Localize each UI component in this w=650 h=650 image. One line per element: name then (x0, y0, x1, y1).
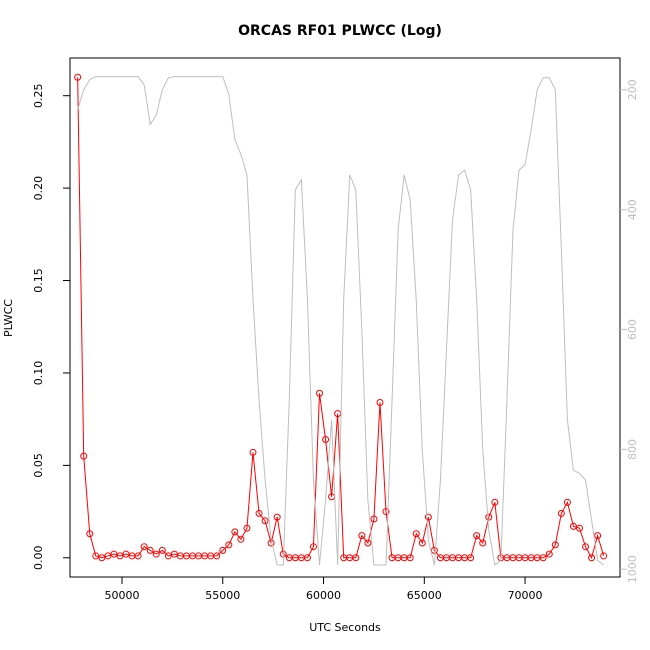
point (473, 532, 481, 540)
point (80, 452, 88, 460)
point (237, 535, 245, 543)
plot-box (69, 57, 621, 578)
x-tick-label: 60000 (306, 589, 341, 602)
point (140, 543, 148, 551)
y-tick-label: 0.00 (32, 546, 45, 571)
x-axis-label: UTC Seconds (309, 621, 381, 634)
point (98, 554, 106, 562)
point (134, 552, 142, 560)
y2-tick-label: 200 (626, 79, 639, 100)
point (600, 552, 608, 560)
point (418, 539, 426, 547)
point (146, 546, 154, 554)
point (588, 554, 596, 562)
point (582, 543, 590, 551)
point (406, 554, 414, 562)
x-tick-label: 70000 (508, 589, 543, 602)
point (164, 552, 172, 560)
y-tick-label: 0.25 (32, 83, 45, 108)
point (74, 73, 82, 81)
point (364, 539, 372, 547)
point (213, 552, 221, 560)
x-tick-label: 50000 (104, 589, 139, 602)
point (352, 554, 360, 562)
point (382, 508, 390, 516)
point (231, 528, 239, 536)
point (303, 554, 311, 562)
point (569, 522, 577, 530)
point (86, 530, 94, 538)
point (412, 530, 420, 538)
point (358, 532, 366, 540)
point (122, 550, 130, 558)
point (485, 513, 493, 521)
y-axis-label: PLWCC (2, 299, 15, 337)
point (467, 554, 475, 562)
series-line (77, 76, 604, 566)
y-tick-label: 0.20 (32, 176, 45, 201)
y-tick-label: 0.05 (32, 453, 45, 478)
y-tick-label: 0.15 (32, 268, 45, 293)
point (255, 509, 263, 517)
y-tick-label: 0.10 (32, 361, 45, 386)
point (158, 546, 166, 554)
point (116, 552, 124, 560)
y2-tick-label: 800 (626, 439, 639, 460)
point (370, 515, 378, 523)
point (563, 498, 571, 506)
y2-tick-label: 400 (626, 199, 639, 220)
point (152, 550, 160, 558)
x-tick-label: 65000 (407, 589, 442, 602)
point (545, 550, 553, 558)
point (424, 513, 432, 521)
point (273, 513, 281, 521)
point (219, 546, 227, 554)
y2-tick-label: 1000 (626, 555, 639, 583)
point (551, 541, 559, 549)
point (110, 550, 118, 558)
point (491, 498, 499, 506)
point (261, 517, 269, 525)
point (557, 509, 565, 517)
point (479, 539, 487, 547)
point (249, 448, 257, 456)
point (322, 435, 330, 443)
x-tick-label: 55000 (205, 589, 240, 602)
point (539, 554, 547, 562)
y2-tick-label: 600 (626, 319, 639, 340)
point (225, 541, 233, 549)
point (170, 550, 178, 558)
point (594, 532, 602, 540)
point (316, 389, 324, 397)
point (104, 552, 112, 560)
point (309, 543, 317, 551)
point (92, 552, 100, 560)
chart-title: ORCAS RF01 PLWCC (Log) (238, 23, 442, 39)
point (575, 524, 583, 532)
point (376, 399, 384, 407)
point (243, 524, 251, 532)
